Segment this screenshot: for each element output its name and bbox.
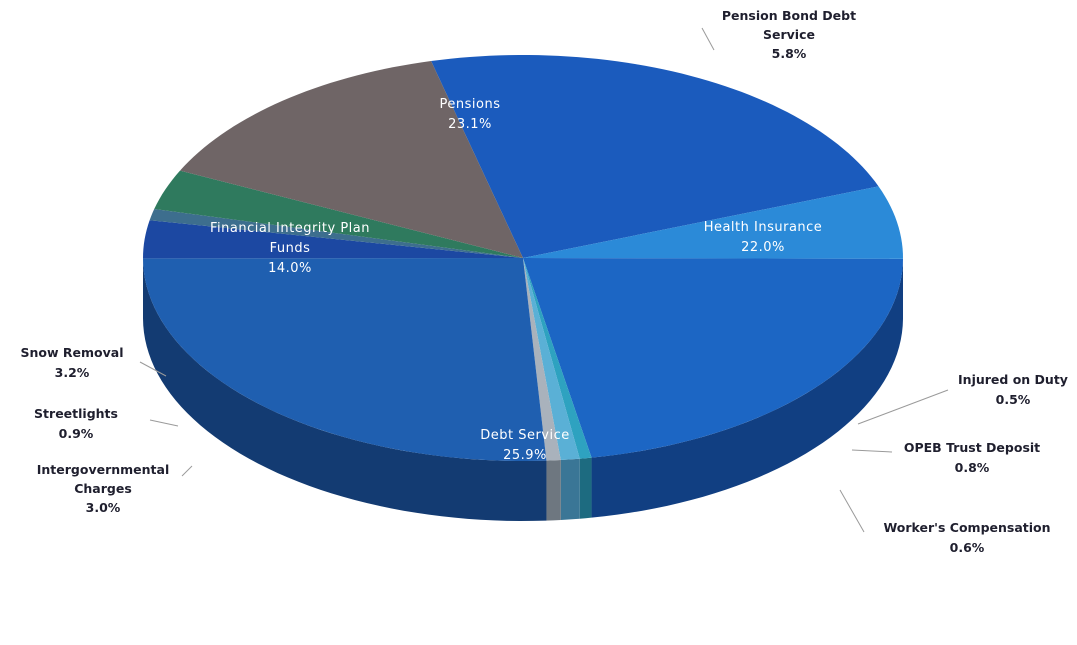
pie-side-health-insurance bbox=[591, 258, 903, 518]
slice-value-intergovernmental-charges: 3.0% bbox=[86, 500, 121, 515]
leader-line-snow-removal bbox=[139, 361, 167, 377]
slice-name-line: Injured on Duty bbox=[958, 372, 1068, 387]
slice-name-line: OPEB Trust Deposit bbox=[904, 440, 1040, 455]
slice-name-line: Health Insurance bbox=[704, 220, 823, 235]
slice-value-snow-removal: 3.2% bbox=[55, 365, 90, 380]
pie-slice-opeb-trust-deposit bbox=[523, 258, 580, 460]
leader-line-streetlights bbox=[149, 419, 179, 427]
pie-slice-financial-integrity-plan-funds bbox=[180, 61, 523, 258]
slice-label-health-insurance: Health Insurance 22.0% bbox=[704, 220, 823, 255]
slice-value-pension-bond-debt-service: 5.8% bbox=[772, 46, 807, 61]
pie-side-opeb-trust-deposit bbox=[560, 458, 580, 520]
slice-value-financial-integrity-plan-funds: 14.0% bbox=[268, 261, 312, 276]
leader-line-opeb-trust-deposit bbox=[851, 449, 893, 453]
slice-label-pension-bond-debt-service: Pension Bond Debt Service 5.8% bbox=[722, 8, 856, 61]
pie-slice-pension-bond-debt-service bbox=[523, 186, 903, 259]
pie-slice-debt-service bbox=[143, 258, 547, 461]
leader-line-worker-s-compensation bbox=[839, 489, 865, 533]
slice-value-injured-on-duty: 0.5% bbox=[996, 392, 1031, 407]
slice-name-line: Worker's Compensation bbox=[883, 520, 1050, 535]
pie-slice-pensions bbox=[431, 55, 879, 259]
slice-name-line: Snow Removal bbox=[21, 345, 124, 360]
slice-name-line: Pensions bbox=[440, 97, 501, 112]
slice-name-line: Intergovernmental bbox=[37, 462, 170, 477]
slice-label-financial-integrity-plan-funds: Financial Integrity Plan Funds 14.0% bbox=[210, 221, 370, 276]
leader-line-pension-bond-debt-service bbox=[701, 27, 715, 51]
slice-label-group: Pensions 23.1% Pension Bond Debt Service 5.8… bbox=[21, 8, 1068, 555]
slice-value-debt-service: 25.9% bbox=[503, 448, 547, 463]
slice-value-opeb-trust-deposit: 0.8% bbox=[955, 460, 990, 475]
pie-slice-intergovernmental-charges bbox=[143, 220, 523, 259]
slice-label-worker-s-compensation: Worker's Compensation 0.6% bbox=[883, 520, 1050, 555]
slice-label-injured-on-duty: Injured on Duty 0.5% bbox=[958, 372, 1068, 407]
slice-label-intergovernmental-charges: Intergovernmental Charges 3.0% bbox=[37, 462, 170, 515]
pie-side-injured-on-duty bbox=[579, 457, 592, 519]
pie-side-worker-s-compensation bbox=[546, 460, 561, 521]
pie-slice-injured-on-duty bbox=[523, 258, 592, 459]
slice-label-streetlights: Streetlights 0.9% bbox=[34, 406, 118, 441]
slice-name-line: Pension Bond Debt bbox=[722, 8, 856, 23]
slice-value-health-insurance: 22.0% bbox=[741, 240, 785, 255]
slice-label-pensions: Pensions 23.1% bbox=[440, 97, 501, 132]
pie-side-debt-service bbox=[143, 258, 547, 521]
pie-top-group bbox=[143, 55, 903, 461]
leader-line-injured-on-duty bbox=[857, 389, 949, 425]
slice-value-pensions: 23.1% bbox=[448, 117, 492, 132]
slice-name-line: Charges bbox=[74, 481, 132, 496]
slice-label-debt-service: Debt Service 25.9% bbox=[480, 428, 570, 463]
pie-side-group bbox=[143, 258, 903, 521]
slice-name-line: Financial Integrity Plan bbox=[210, 221, 370, 236]
slice-value-streetlights: 0.9% bbox=[59, 426, 94, 441]
slice-name-line: Debt Service bbox=[480, 428, 570, 443]
slice-name-line: Funds bbox=[270, 241, 311, 256]
pie-slice-snow-removal bbox=[154, 170, 523, 258]
slice-label-opeb-trust-deposit: OPEB Trust Deposit 0.8% bbox=[904, 440, 1040, 475]
slice-name-line: Streetlights bbox=[34, 406, 118, 421]
pie-slice-streetlights bbox=[149, 209, 523, 258]
slice-value-worker-s-compensation: 0.6% bbox=[950, 540, 985, 555]
pie-slice-health-insurance bbox=[523, 258, 903, 458]
leader-line-intergovernmental-charges bbox=[181, 465, 193, 477]
leader-line-group bbox=[139, 27, 949, 533]
slice-label-snow-removal: Snow Removal 3.2% bbox=[21, 345, 124, 380]
slice-name-line: Service bbox=[763, 27, 815, 42]
pie-slice-worker-s-compensation bbox=[523, 258, 561, 461]
